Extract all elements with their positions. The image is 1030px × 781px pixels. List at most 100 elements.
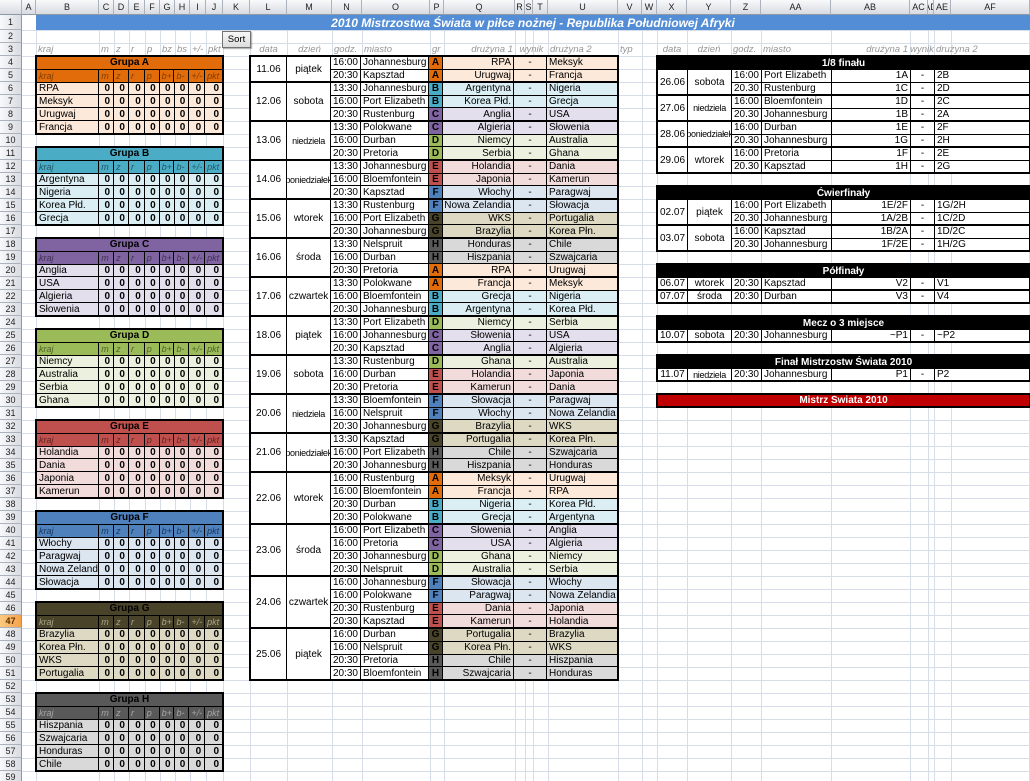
time-cell[interactable]: 20.30 [732,212,762,224]
stat-cell[interactable]: 0 [114,667,129,679]
stat-cell[interactable]: 0 [175,758,190,770]
group-col-header[interactable]: kraj [37,615,100,628]
team2-cell[interactable]: Francja [547,69,617,81]
time-cell[interactable]: 16:00 [732,226,762,238]
team1-cell[interactable]: RPA [443,264,514,276]
stat-cell[interactable]: 0 [129,277,145,290]
stat-cell[interactable]: 0 [189,654,206,667]
row-header[interactable]: 57 [0,745,22,758]
time-cell[interactable]: 16:00 [331,329,361,342]
team2-cell[interactable]: 2E [937,148,950,160]
team2-cell[interactable]: Urugwaj [547,473,617,485]
group-letter-cell[interactable]: H [429,239,443,251]
team2-cell[interactable]: Algieria [547,537,617,550]
time-cell[interactable]: 20.30 [732,160,762,172]
group-col-header[interactable]: pkt [207,616,220,627]
city-cell[interactable]: Kapsztad [361,186,429,198]
team2-cell[interactable]: 2F [937,122,949,134]
stat-cell[interactable]: 0 [145,563,160,576]
row-header[interactable]: 53 [0,693,22,706]
team1-cell[interactable]: Anglia [443,342,514,354]
team2-cell[interactable]: 1G/2H [937,200,966,212]
stat-cell[interactable]: 0 [114,745,129,758]
day-cell[interactable]: piątek [287,317,331,354]
day-cell[interactable]: piątek [287,57,331,81]
row-header[interactable]: 1 [0,15,22,30]
stat-cell[interactable]: 0 [160,394,175,406]
stat-cell[interactable]: 0 [129,368,145,381]
stat-cell[interactable]: 0 [213,290,220,302]
row-header[interactable]: 12 [0,160,22,173]
time-cell[interactable]: 20:30 [331,498,361,511]
stat-cell[interactable]: 0 [213,199,220,211]
stat-cell[interactable]: 0 [129,381,145,394]
stat-cell[interactable]: 0 [189,537,206,550]
team2-cell[interactable]: Australia [547,356,617,368]
result-cell[interactable]: - [514,147,547,159]
city-cell[interactable]: Kapsztad [361,434,429,446]
stat-cell[interactable]: 0 [145,355,160,368]
stat-cell[interactable]: 0 [189,732,206,745]
team2-cell[interactable]: Chile [547,239,617,251]
column-header[interactable]: Z [731,0,761,15]
group-col-header[interactable]: z [114,69,129,82]
stat-cell[interactable]: 0 [175,537,190,550]
stat-cell[interactable]: 0 [160,459,175,472]
stat-cell[interactable]: 0 [99,485,115,497]
stat-cell[interactable]: 0 [129,745,145,758]
result-cell[interactable]: - [514,485,547,498]
stat-cell[interactable]: 0 [129,472,145,485]
team-name-cell[interactable]: Chile [37,758,100,770]
group-col-header[interactable]: kraj [37,342,100,355]
city-cell[interactable]: Port Elizabeth [762,200,832,212]
stat-cell[interactable]: 0 [213,641,220,653]
row-header[interactable]: 23 [0,303,22,316]
stat-cell[interactable]: 0 [145,472,160,485]
stat-cell[interactable]: 0 [145,264,160,277]
city-cell[interactable]: Johannesburg [762,108,832,120]
column-header[interactable]: AB [831,0,910,15]
stat-cell[interactable]: 0 [189,719,206,732]
time-cell[interactable]: 13:30 [331,317,361,329]
team2-cell[interactable]: Ghana [547,147,617,159]
day-cell[interactable]: poniedziałek [287,434,331,471]
row-header[interactable]: 19 [0,251,22,264]
city-cell[interactable]: Kapsztad [361,342,429,354]
result-cell[interactable]: - [514,550,547,563]
group-col-header[interactable]: +/- [189,524,206,537]
team2-cell[interactable]: Holandia [547,615,617,627]
column-header[interactable]: G [160,0,175,15]
city-cell[interactable]: Johannesburg [762,330,832,341]
team2-cell[interactable]: 2B [937,70,950,82]
group-letter-cell[interactable]: D [429,550,443,563]
team2-cell[interactable]: 1C/2D [937,212,966,224]
row-header[interactable]: 56 [0,732,22,745]
day-cell[interactable]: czwartek [287,278,331,315]
stat-cell[interactable]: 0 [129,199,145,212]
time-cell[interactable]: 20:30 [331,420,361,432]
team1-cell[interactable]: Korea Płd. [443,95,514,108]
stat-cell[interactable]: 0 [160,654,175,667]
group-letter-cell[interactable]: G [429,434,443,446]
stat-cell[interactable]: 0 [175,576,190,588]
result-cell[interactable]: - [514,356,547,368]
group-col-header[interactable]: +/- [189,160,206,173]
group-col-header[interactable]: m [99,524,115,537]
title-bar[interactable]: 2010 Mistrzostwa Świata w piłce nożnej -… [36,15,1030,30]
row-header[interactable]: 59 [0,771,22,781]
stat-cell[interactable]: 0 [213,667,220,679]
group-title[interactable]: Grupa C [37,239,222,252]
time-cell[interactable]: 16:00 [331,446,361,459]
team1-cell[interactable]: 1A/2B [832,212,911,224]
group-col-header[interactable]: +/- [189,433,206,446]
team-name-cell[interactable]: Korea Płn. [37,641,100,654]
column-header[interactable]: R [515,0,525,15]
column-header[interactable]: W [642,0,657,15]
column-header[interactable]: E [129,0,145,15]
date-cell[interactable]: 06.07 [658,278,688,289]
row-header[interactable]: 27 [0,355,22,368]
row-header[interactable]: 25 [0,329,22,342]
stat-cell[interactable]: 0 [145,719,160,732]
row-header[interactable]: 10 [0,134,22,147]
day-cell[interactable]: środa [287,239,331,276]
